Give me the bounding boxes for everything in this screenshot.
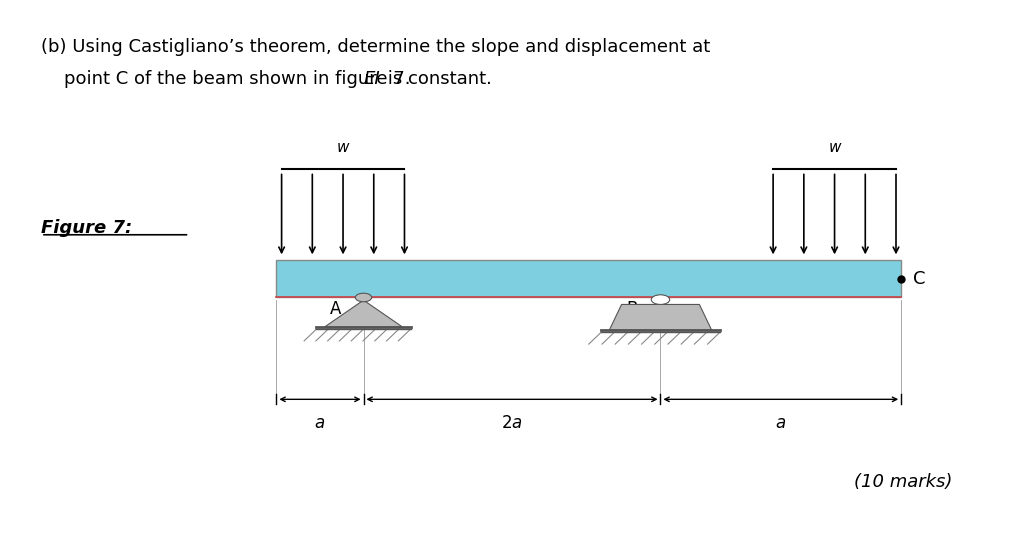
Text: EI: EI [364, 70, 380, 88]
Polygon shape [609, 304, 712, 330]
Text: (10 marks): (10 marks) [854, 473, 952, 492]
Text: Figure 7:: Figure 7: [41, 219, 132, 237]
Text: A: A [330, 300, 341, 318]
Circle shape [355, 293, 372, 302]
Text: w: w [828, 140, 841, 155]
Text: w: w [337, 140, 349, 155]
Text: $a$: $a$ [314, 414, 326, 433]
Bar [276, 260, 901, 297]
Text: $2a$: $2a$ [501, 414, 523, 433]
Text: $a$: $a$ [775, 414, 786, 433]
Text: C: C [913, 270, 926, 288]
Text: point C of the beam shown in figure 7.: point C of the beam shown in figure 7. [41, 70, 416, 88]
Text: B: B [627, 300, 638, 318]
Text: (b) Using Castigliano’s theorem, determine the slope and displacement at: (b) Using Castigliano’s theorem, determi… [41, 38, 711, 56]
Circle shape [651, 295, 670, 304]
Text: is constant.: is constant. [382, 70, 492, 88]
Polygon shape [325, 300, 402, 327]
